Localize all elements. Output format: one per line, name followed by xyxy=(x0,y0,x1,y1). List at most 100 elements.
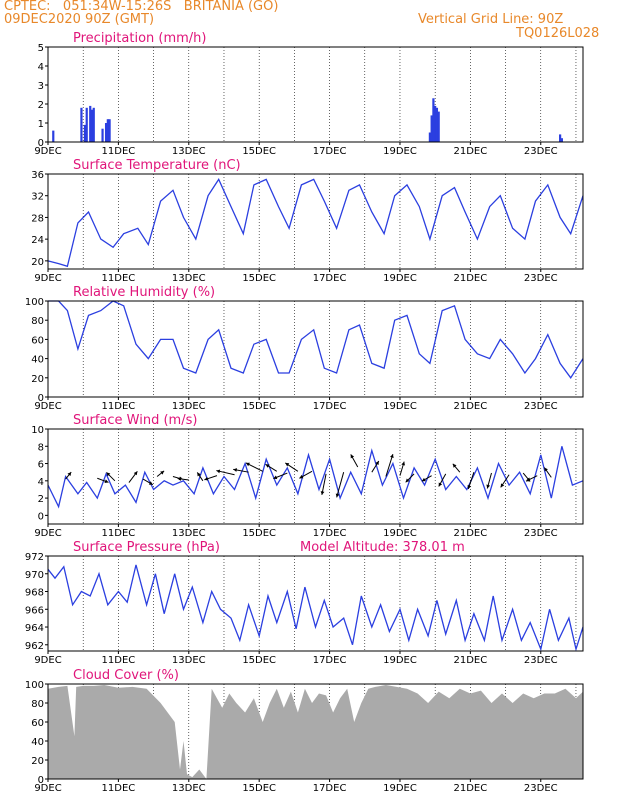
y-tick-label: 40 xyxy=(31,355,44,366)
x-tick-label: 9DEC xyxy=(34,528,61,539)
x-tick-label: 15DEC xyxy=(242,655,276,666)
y-tick-label: 1 xyxy=(38,119,44,130)
x-tick-label: 9DEC xyxy=(34,655,61,666)
wind-arrow-head xyxy=(405,478,410,483)
wind-arrow xyxy=(336,472,345,498)
wind-arrow-head xyxy=(299,474,304,479)
y-tick-label: 0 xyxy=(38,775,44,786)
x-tick-label: 19DEC xyxy=(383,655,417,666)
plot-frame xyxy=(47,683,584,780)
y-tick-label: 100 xyxy=(25,680,44,691)
plot-frame xyxy=(47,300,584,398)
precip-bar xyxy=(559,134,562,142)
header-run-id: TQ0126L028 xyxy=(516,26,600,41)
wind-arrow-head xyxy=(197,472,201,477)
wind-arrow-head xyxy=(421,477,426,482)
panel-4: 962 964 966 968 970 972 9DEC 11DEC 13DEC 15DEC 17D… xyxy=(25,540,584,666)
plot-frame xyxy=(47,555,584,652)
x-tick-label: 19DEC xyxy=(383,783,417,794)
wind-arrow-head xyxy=(67,472,72,477)
series-line xyxy=(48,300,584,379)
x-tick-label: 21DEC xyxy=(454,146,488,157)
y-tick-label: 3 xyxy=(38,81,44,92)
x-tick-label: 17DEC xyxy=(313,273,347,284)
panel-title: Cloud Cover (%) xyxy=(73,668,179,683)
y-tick-label: 20 xyxy=(31,756,44,767)
y-tick-label: 970 xyxy=(25,570,44,581)
x-tick-label: 11DEC xyxy=(102,273,136,284)
x-tick-label: 9DEC xyxy=(34,146,61,157)
y-tick-label: 100 xyxy=(25,297,44,308)
precip-bar xyxy=(52,130,55,142)
x-tick-label: 9DEC xyxy=(34,273,61,284)
wind-arrow-head xyxy=(438,482,443,487)
wind-arrow-head xyxy=(204,476,209,481)
wind-arrow-head xyxy=(245,462,250,467)
header-title: CPTEC: 051:34W-15:26S BRITANIA (GO) xyxy=(4,0,279,14)
wind-arrow-head xyxy=(320,491,325,495)
y-tick-label: 40 xyxy=(31,737,44,748)
wind-arrow-head xyxy=(335,493,340,498)
wind-arrow-head xyxy=(160,470,165,475)
cloud-area xyxy=(48,685,583,779)
x-tick-label: 11DEC xyxy=(102,655,136,666)
x-tick-label: 9DEC xyxy=(34,401,61,412)
x-tick-label: 13DEC xyxy=(172,146,206,157)
y-tick-label: 36 xyxy=(31,170,44,181)
wind-arrow-head xyxy=(104,479,109,483)
panel-title: Relative Humidity (%) xyxy=(73,285,215,300)
x-tick-label: 17DEC xyxy=(313,528,347,539)
panel-title: Surface Pressure (hPa) xyxy=(73,540,220,555)
x-tick-label: 13DEC xyxy=(172,528,206,539)
y-tick-label: 968 xyxy=(25,588,44,599)
x-tick-label: 23DEC xyxy=(524,401,558,412)
y-tick-label: 6 xyxy=(38,460,44,471)
x-tick-label: 23DEC xyxy=(524,783,558,794)
header-grid-info: Vertical Grid Line: 90Z xyxy=(418,12,564,27)
x-tick-label: 19DEC xyxy=(383,146,417,157)
precip-bar xyxy=(89,105,92,142)
wind-arrow-head xyxy=(177,477,182,481)
precip-bar xyxy=(83,124,87,142)
y-tick-label: 80 xyxy=(31,699,44,710)
wind-arrow xyxy=(385,453,394,477)
x-tick-label: 13DEC xyxy=(172,401,206,412)
x-tick-label: 15DEC xyxy=(242,401,276,412)
y-tick-label: 972 xyxy=(25,552,44,563)
x-tick-label: 15DEC xyxy=(242,528,276,539)
wind-arrow-head xyxy=(544,467,548,472)
x-tick-label: 15DEC xyxy=(242,783,276,794)
wind-arrow-head xyxy=(133,471,138,476)
y-tick-label: 60 xyxy=(31,335,44,346)
x-tick-label: 13DEC xyxy=(172,783,206,794)
y-tick-label: 20 xyxy=(31,257,44,268)
precip-bar xyxy=(430,115,433,142)
x-tick-label: 21DEC xyxy=(454,783,488,794)
x-tick-label: 13DEC xyxy=(172,655,206,666)
y-tick-label: 4 xyxy=(38,477,44,488)
precip-bar xyxy=(92,107,95,142)
y-tick-label: 28 xyxy=(31,213,44,224)
x-tick-label: 11DEC xyxy=(102,401,136,412)
x-tick-label: 21DEC xyxy=(454,655,488,666)
x-tick-label: 17DEC xyxy=(313,146,347,157)
y-tick-label: 32 xyxy=(31,192,44,203)
x-tick-label: 23DEC xyxy=(524,146,558,157)
wind-arrow-head xyxy=(375,460,379,465)
panel-1: 20 24 28 32 36 9DEC 11DEC 13DEC 15DEC 17DEC 19DEC 2… xyxy=(31,158,584,284)
precip-bar xyxy=(85,107,88,142)
x-tick-label: 17DEC xyxy=(313,655,347,666)
x-tick-label: 21DEC xyxy=(454,528,488,539)
y-tick-label: 24 xyxy=(31,235,44,246)
wind-arrow-head xyxy=(285,462,290,467)
y-tick-label: 964 xyxy=(25,623,44,634)
x-tick-label: 15DEC xyxy=(242,146,276,157)
precip-bar xyxy=(560,138,563,142)
y-tick-label: 0 xyxy=(38,138,44,149)
panel-3: 0 2 4 6 8 10 9DEC 11DEC 13DEC 15DEC 17DEC 19DEC 21DE… xyxy=(31,413,584,539)
precip-bar xyxy=(90,109,94,142)
x-tick-label: 9DEC xyxy=(34,783,61,794)
wind-arrow-head xyxy=(273,475,278,480)
panel-title: Surface Temperature (nC) xyxy=(73,158,241,173)
model-altitude-label: Model Altitude: 378.01 m xyxy=(300,540,465,555)
